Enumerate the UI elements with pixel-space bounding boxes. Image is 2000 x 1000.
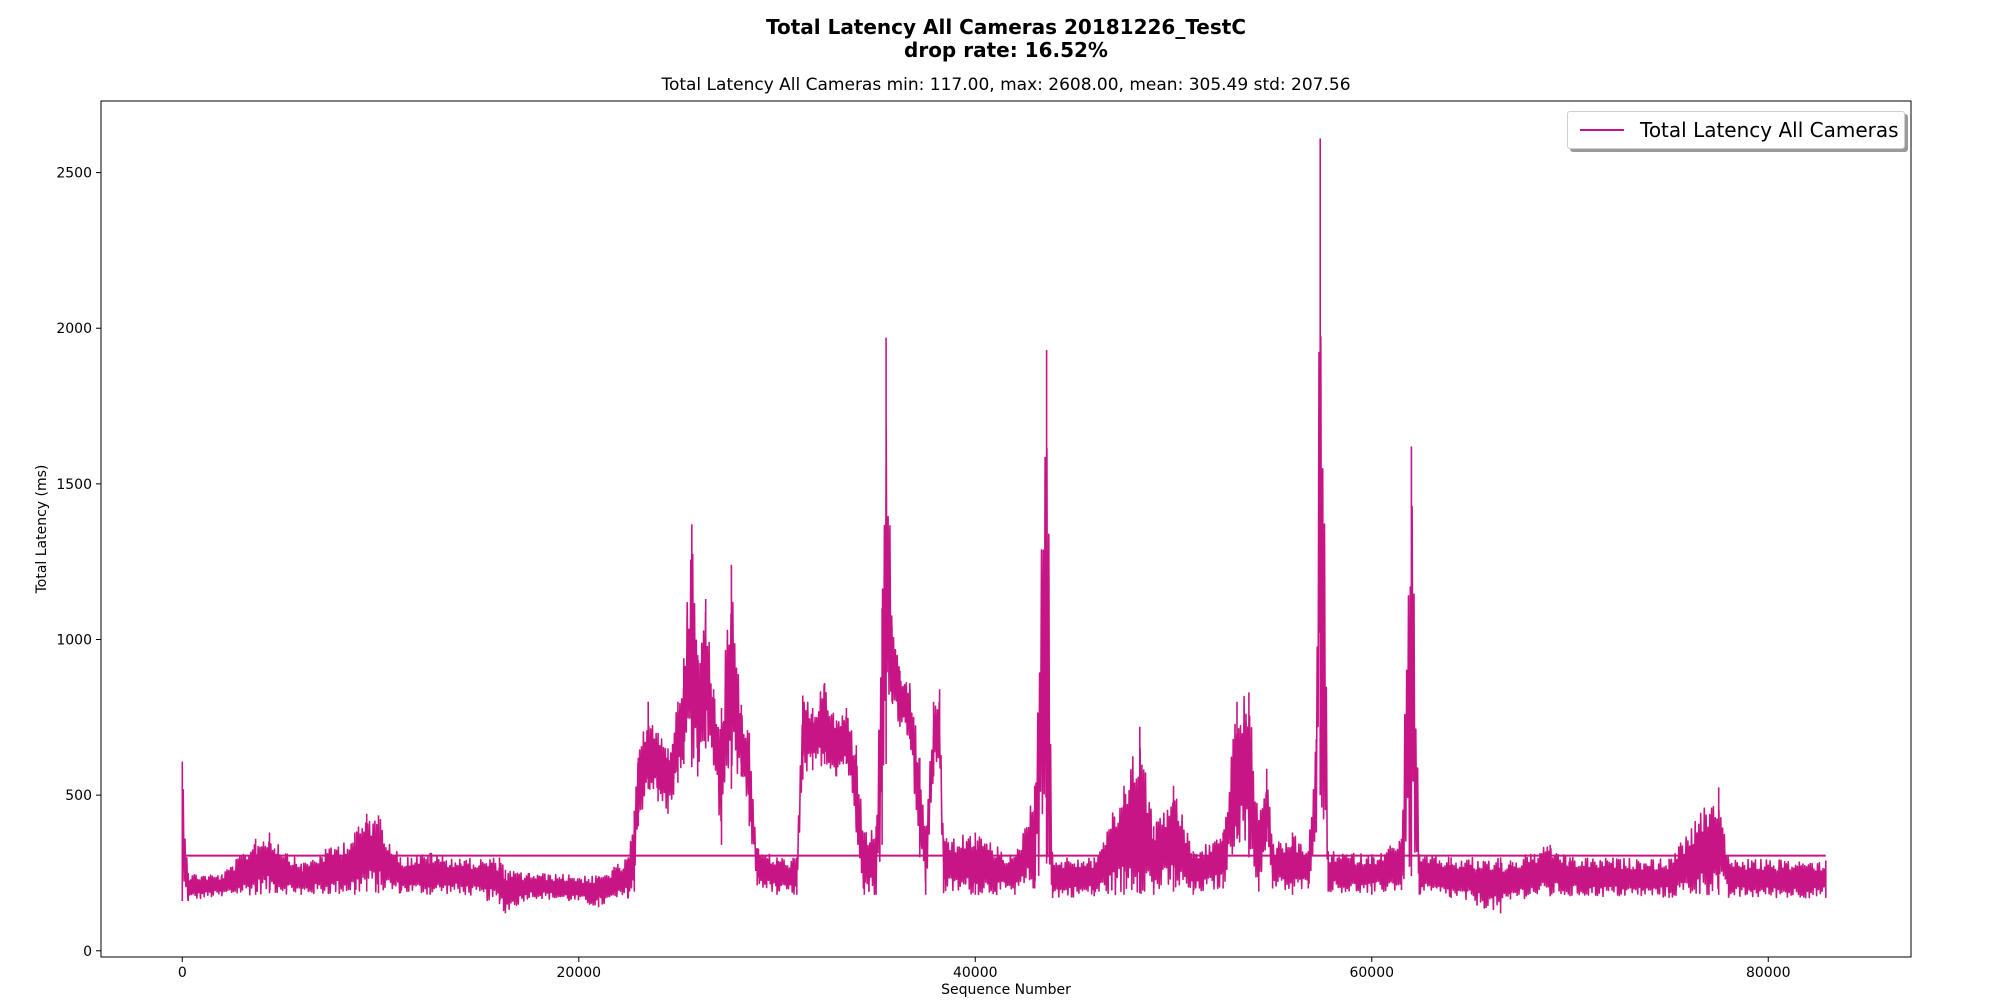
legend-swatch-total-latency — [1580, 129, 1624, 131]
x-tick-label: 0 — [178, 965, 187, 981]
y-axis-label: Total Latency (ms) — [34, 465, 50, 595]
x-axis-label: Sequence Number — [941, 982, 1071, 998]
y-tick-label: 0 — [83, 944, 92, 960]
y-tick-label: 500 — [65, 788, 92, 804]
y-tick-label: 2000 — [56, 321, 92, 337]
plot-frame — [100, 100, 1912, 958]
y-tick-label: 1000 — [56, 633, 92, 649]
chart-title: Total Latency All Cameras 20181226_TestC… — [0, 16, 2000, 62]
chart-title-line1: Total Latency All Cameras 20181226_TestC — [765, 15, 1247, 39]
legend-label-total-latency: Total Latency All Cameras — [1640, 118, 1899, 142]
series-line-total-latency — [181, 138, 1827, 914]
chart-subtitle: Total Latency All Cameras min: 117.00, m… — [661, 75, 1351, 95]
x-tick-label: 80000 — [1746, 965, 1791, 981]
y-tick-label: 1500 — [56, 477, 92, 493]
chart-title-line2: drop rate: 16.52% — [904, 38, 1108, 62]
x-tick-label: 40000 — [953, 965, 998, 981]
x-tick-label: 60000 — [1349, 965, 1394, 981]
legend: Total Latency All Cameras — [1567, 111, 1905, 149]
x-tick-label: 20000 — [557, 965, 602, 981]
y-tick-label: 2500 — [56, 166, 92, 182]
